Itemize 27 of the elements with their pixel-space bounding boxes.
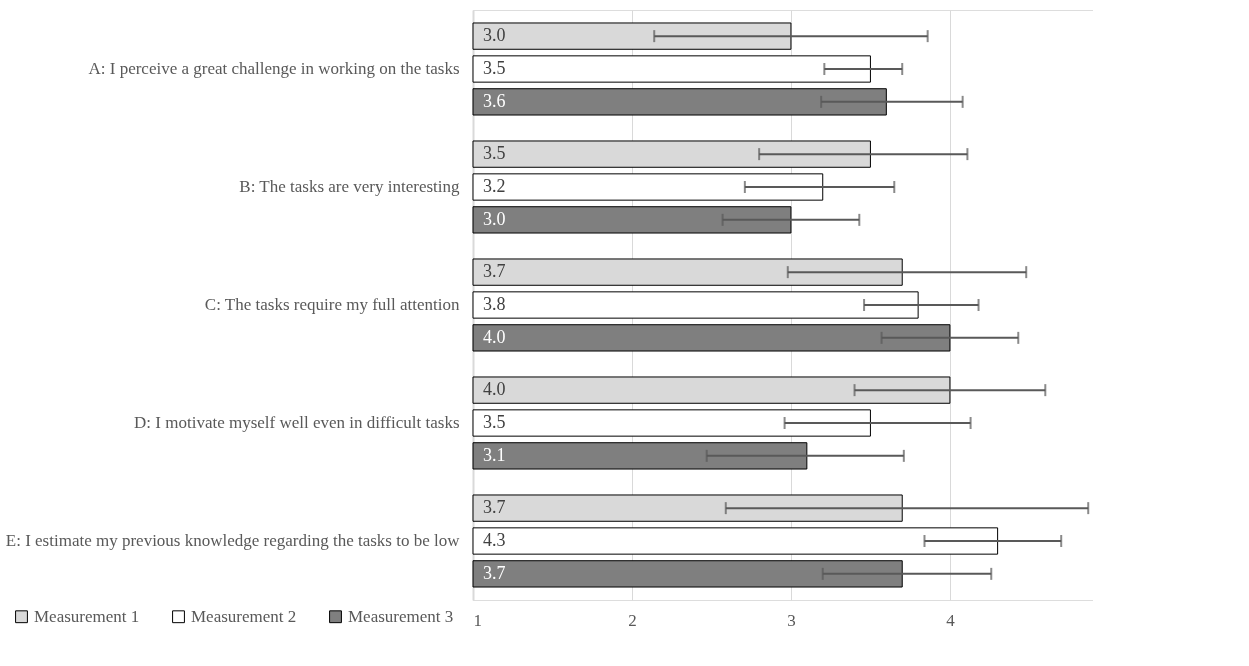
y-tick-label: C: The tasks require my full attention (204, 295, 460, 314)
data-label: 3.7 (483, 261, 506, 282)
data-label: 3.5 (483, 143, 506, 164)
x-tick-label: 4 (946, 610, 956, 630)
data-label: 3.2 (483, 176, 506, 196)
x-tick-label: 2 (628, 610, 637, 630)
data-label: 3.7 (483, 562, 506, 583)
legend-label: Measurement 3 (348, 606, 454, 626)
data-label: 3.7 (483, 497, 506, 518)
y-tick-label: D: I motivate myself well even in difficult tasks (134, 413, 460, 432)
data-label: 4.0 (483, 326, 506, 347)
data-label: 3.0 (483, 208, 506, 229)
data-label: 3.5 (483, 412, 506, 432)
data-label: 3.1 (483, 444, 506, 465)
y-tick-label: E: I estimate my previous knowledge regarding the tasks to be low (5, 531, 461, 550)
data-label: 3.6 (483, 90, 506, 111)
data-label: 4.0 (483, 379, 506, 400)
y-tick-label: B: The tasks are very interesting (239, 177, 460, 196)
y-tick-label: A: I perceive a great challenge in working on the tasks (88, 59, 460, 78)
legend-label: Measurement 2 (191, 606, 297, 626)
data-label: 3.0 (483, 25, 506, 46)
x-tick-label: 1 (473, 610, 482, 630)
data-label: 4.3 (483, 530, 506, 550)
data-label: 3.8 (483, 294, 506, 314)
x-tick-label: 3 (787, 610, 796, 630)
data-label: 3.5 (483, 58, 506, 78)
legend-label: Measurement 1 (34, 606, 140, 626)
